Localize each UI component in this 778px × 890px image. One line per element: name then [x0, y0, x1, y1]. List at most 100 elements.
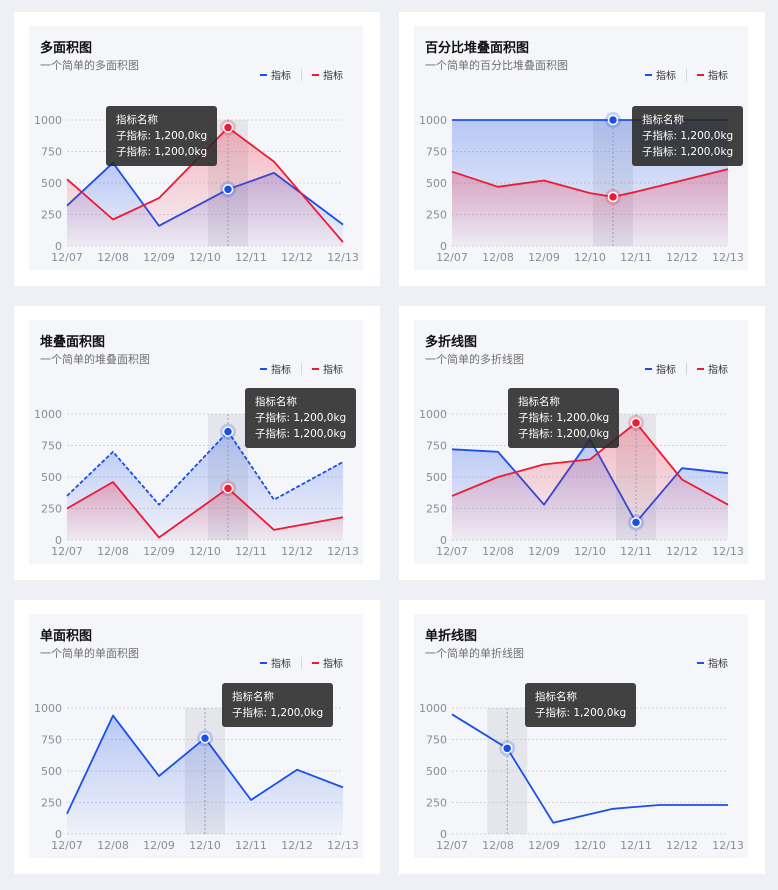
y-tick-label: 0: [55, 534, 62, 547]
red-series-line: [451, 168, 729, 198]
chart-plot[interactable]: 0 250 500 750 1000 12/07 12/08 12/09 12/10 12/11 1…: [29, 614, 363, 858]
legend-label: 指标: [271, 659, 291, 670]
legend-item-red[interactable]: 指标: [697, 361, 728, 376]
chart-plot[interactable]: 0 250 500 750 1000 12/07 12/08 12/09 12/10 12/11 1…: [414, 320, 748, 564]
y-tick-label: 1000: [34, 408, 62, 421]
chart-plot[interactable]: 0 250 500 750 1000 12/07 12/08 12/09 12/10 12/11 1…: [414, 614, 748, 858]
chart-panel: 百分比堆叠面积图 一个简单的百分比堆叠面积图 指标 指标 0 250 500 750 1…: [414, 26, 748, 270]
chart-tooltip: 指标名称 子指标: 1,200,0kg: [222, 683, 334, 727]
legend-item-blue[interactable]: 指标: [645, 67, 676, 82]
x-tick-label: 12/13: [712, 251, 744, 264]
x-tick-label: 12/10: [574, 251, 606, 264]
chart-title: 单折线图: [425, 629, 478, 644]
y-tick-label: 750: [426, 146, 447, 159]
legend-label: 指标: [708, 365, 728, 376]
blue-marker-point: [630, 517, 642, 528]
tooltip-row: 子指标: 1,200,0kg: [518, 428, 610, 440]
tooltip-title: 指标名称: [116, 114, 158, 126]
tooltip-row: 子指标: 1,200,0kg: [642, 146, 734, 158]
chart-legend[interactable]: 指标 指标: [260, 655, 343, 670]
x-tick-label: 12/11: [235, 251, 267, 264]
x-tick-label: 12/08: [482, 839, 514, 852]
legend-item-red[interactable]: 指标: [312, 361, 343, 376]
chart-legend[interactable]: 指标 指标: [260, 67, 343, 82]
x-tick-label: 12/12: [666, 839, 698, 852]
tooltip-title: 指标名称: [535, 691, 577, 703]
x-tick-label: 12/12: [281, 839, 313, 852]
y-tick-label: 250: [426, 209, 447, 222]
chart-title: 单面积图: [40, 629, 93, 644]
legend-item-red[interactable]: 指标: [312, 67, 343, 82]
legend-item-red[interactable]: 指标: [312, 655, 343, 670]
y-tick-label: 1000: [419, 702, 447, 715]
x-tick-label: 12/07: [436, 545, 468, 558]
legend-item-blue[interactable]: 指标: [697, 655, 728, 670]
x-tick-label: 12/10: [189, 839, 221, 852]
x-tick-label: 12/12: [281, 251, 313, 264]
tooltip-row: 子指标: 1,200,0kg: [255, 428, 347, 440]
chart-legend[interactable]: 指标 指标: [645, 361, 728, 376]
blue-marker-point: [501, 743, 513, 754]
legend-label: 指标: [708, 71, 728, 82]
blue-marker-point: [222, 426, 234, 437]
chart-legend[interactable]: 指标 指标: [260, 361, 343, 376]
y-tick-label: 250: [426, 797, 447, 810]
chart-tooltip: 指标名称 子指标: 1,200,0kg: [525, 683, 637, 727]
x-tick-label: 12/11: [620, 839, 652, 852]
y-tick-label: 0: [55, 828, 62, 841]
y-tick-label: 750: [41, 146, 62, 159]
x-tick-label: 12/10: [574, 839, 606, 852]
y-tick-label: 250: [41, 797, 62, 810]
legend-item-blue[interactable]: 指标: [645, 361, 676, 376]
x-tick-label: 12/07: [436, 839, 468, 852]
chart-tooltip: 指标名称 子指标: 1,200,0kg 子指标: 1,200,0kg: [106, 106, 218, 166]
x-tick-label: 12/11: [620, 251, 652, 264]
tooltip-title: 指标名称: [518, 396, 560, 408]
y-tick-label: 1000: [34, 114, 62, 127]
x-tick-label: 12/09: [143, 251, 175, 264]
chart-legend[interactable]: 指标: [697, 655, 728, 670]
x-tick-label: 12/10: [574, 545, 606, 558]
y-tick-label: 500: [41, 177, 62, 190]
x-tick-label: 12/09: [528, 545, 560, 558]
legend-swatch: [312, 367, 319, 370]
x-tick-label: 12/10: [189, 545, 221, 558]
chart-legend[interactable]: 指标 指标: [645, 67, 728, 82]
legend-divider: [301, 68, 302, 81]
y-tick-label: 500: [426, 177, 447, 190]
legend-label: 指标: [323, 365, 343, 376]
y-tick-label: 500: [41, 765, 62, 778]
chart-card-multi-area: 多面积图 一个简单的多面积图 指标 指标 0 250 500 750 1000 12/07…: [14, 12, 380, 286]
tooltip-title: 指标名称: [255, 396, 297, 408]
legend-swatch: [645, 367, 652, 370]
chart-card-percent-stacked-area: 百分比堆叠面积图 一个简单的百分比堆叠面积图 指标 指标 0 250 500 750 1…: [399, 12, 765, 286]
x-tick-label: 12/12: [281, 545, 313, 558]
blue-marker-point: [199, 732, 211, 744]
chart-card-single-line: 单折线图 一个简单的单折线图 指标 0 250 500 750 1000 12/07 12/…: [399, 600, 765, 874]
y-tick-label: 1000: [419, 408, 447, 421]
legend-item-blue[interactable]: 指标: [260, 655, 291, 670]
chart-subtitle: 一个简单的堆叠面积图: [40, 353, 150, 366]
x-tick-label: 12/13: [712, 545, 744, 558]
x-tick-label: 12/09: [143, 839, 175, 852]
y-tick-label: 500: [426, 471, 447, 484]
red-series-area: [67, 127, 343, 246]
legend-label: 指标: [656, 365, 676, 376]
x-tick-label: 12/08: [482, 545, 514, 558]
x-tick-label: 12/08: [97, 839, 129, 852]
legend-swatch: [697, 73, 704, 76]
x-tick-label: 12/07: [51, 545, 83, 558]
chart-plot[interactable]: 0 250 500 750 1000 12/07 12/08 12/09 12/10 12/11 1…: [29, 320, 363, 564]
chart-panel: 单折线图 一个简单的单折线图 指标 0 250 500 750 1000 12/07 12/…: [414, 614, 748, 858]
red-series-area: [452, 169, 728, 246]
x-tick-label: 12/11: [235, 839, 267, 852]
chart-tooltip: 指标名称 子指标: 1,200,0kg 子指标: 1,200,0kg: [632, 106, 744, 166]
legend-label: 指标: [323, 659, 343, 670]
y-tick-label: 750: [41, 440, 62, 453]
tooltip-title: 指标名称: [232, 691, 274, 703]
legend-item-blue[interactable]: 指标: [260, 361, 291, 376]
legend-item-blue[interactable]: 指标: [260, 67, 291, 82]
legend-item-red[interactable]: 指标: [697, 67, 728, 82]
y-tick-label: 750: [426, 440, 447, 453]
red-series-line: [451, 421, 729, 506]
